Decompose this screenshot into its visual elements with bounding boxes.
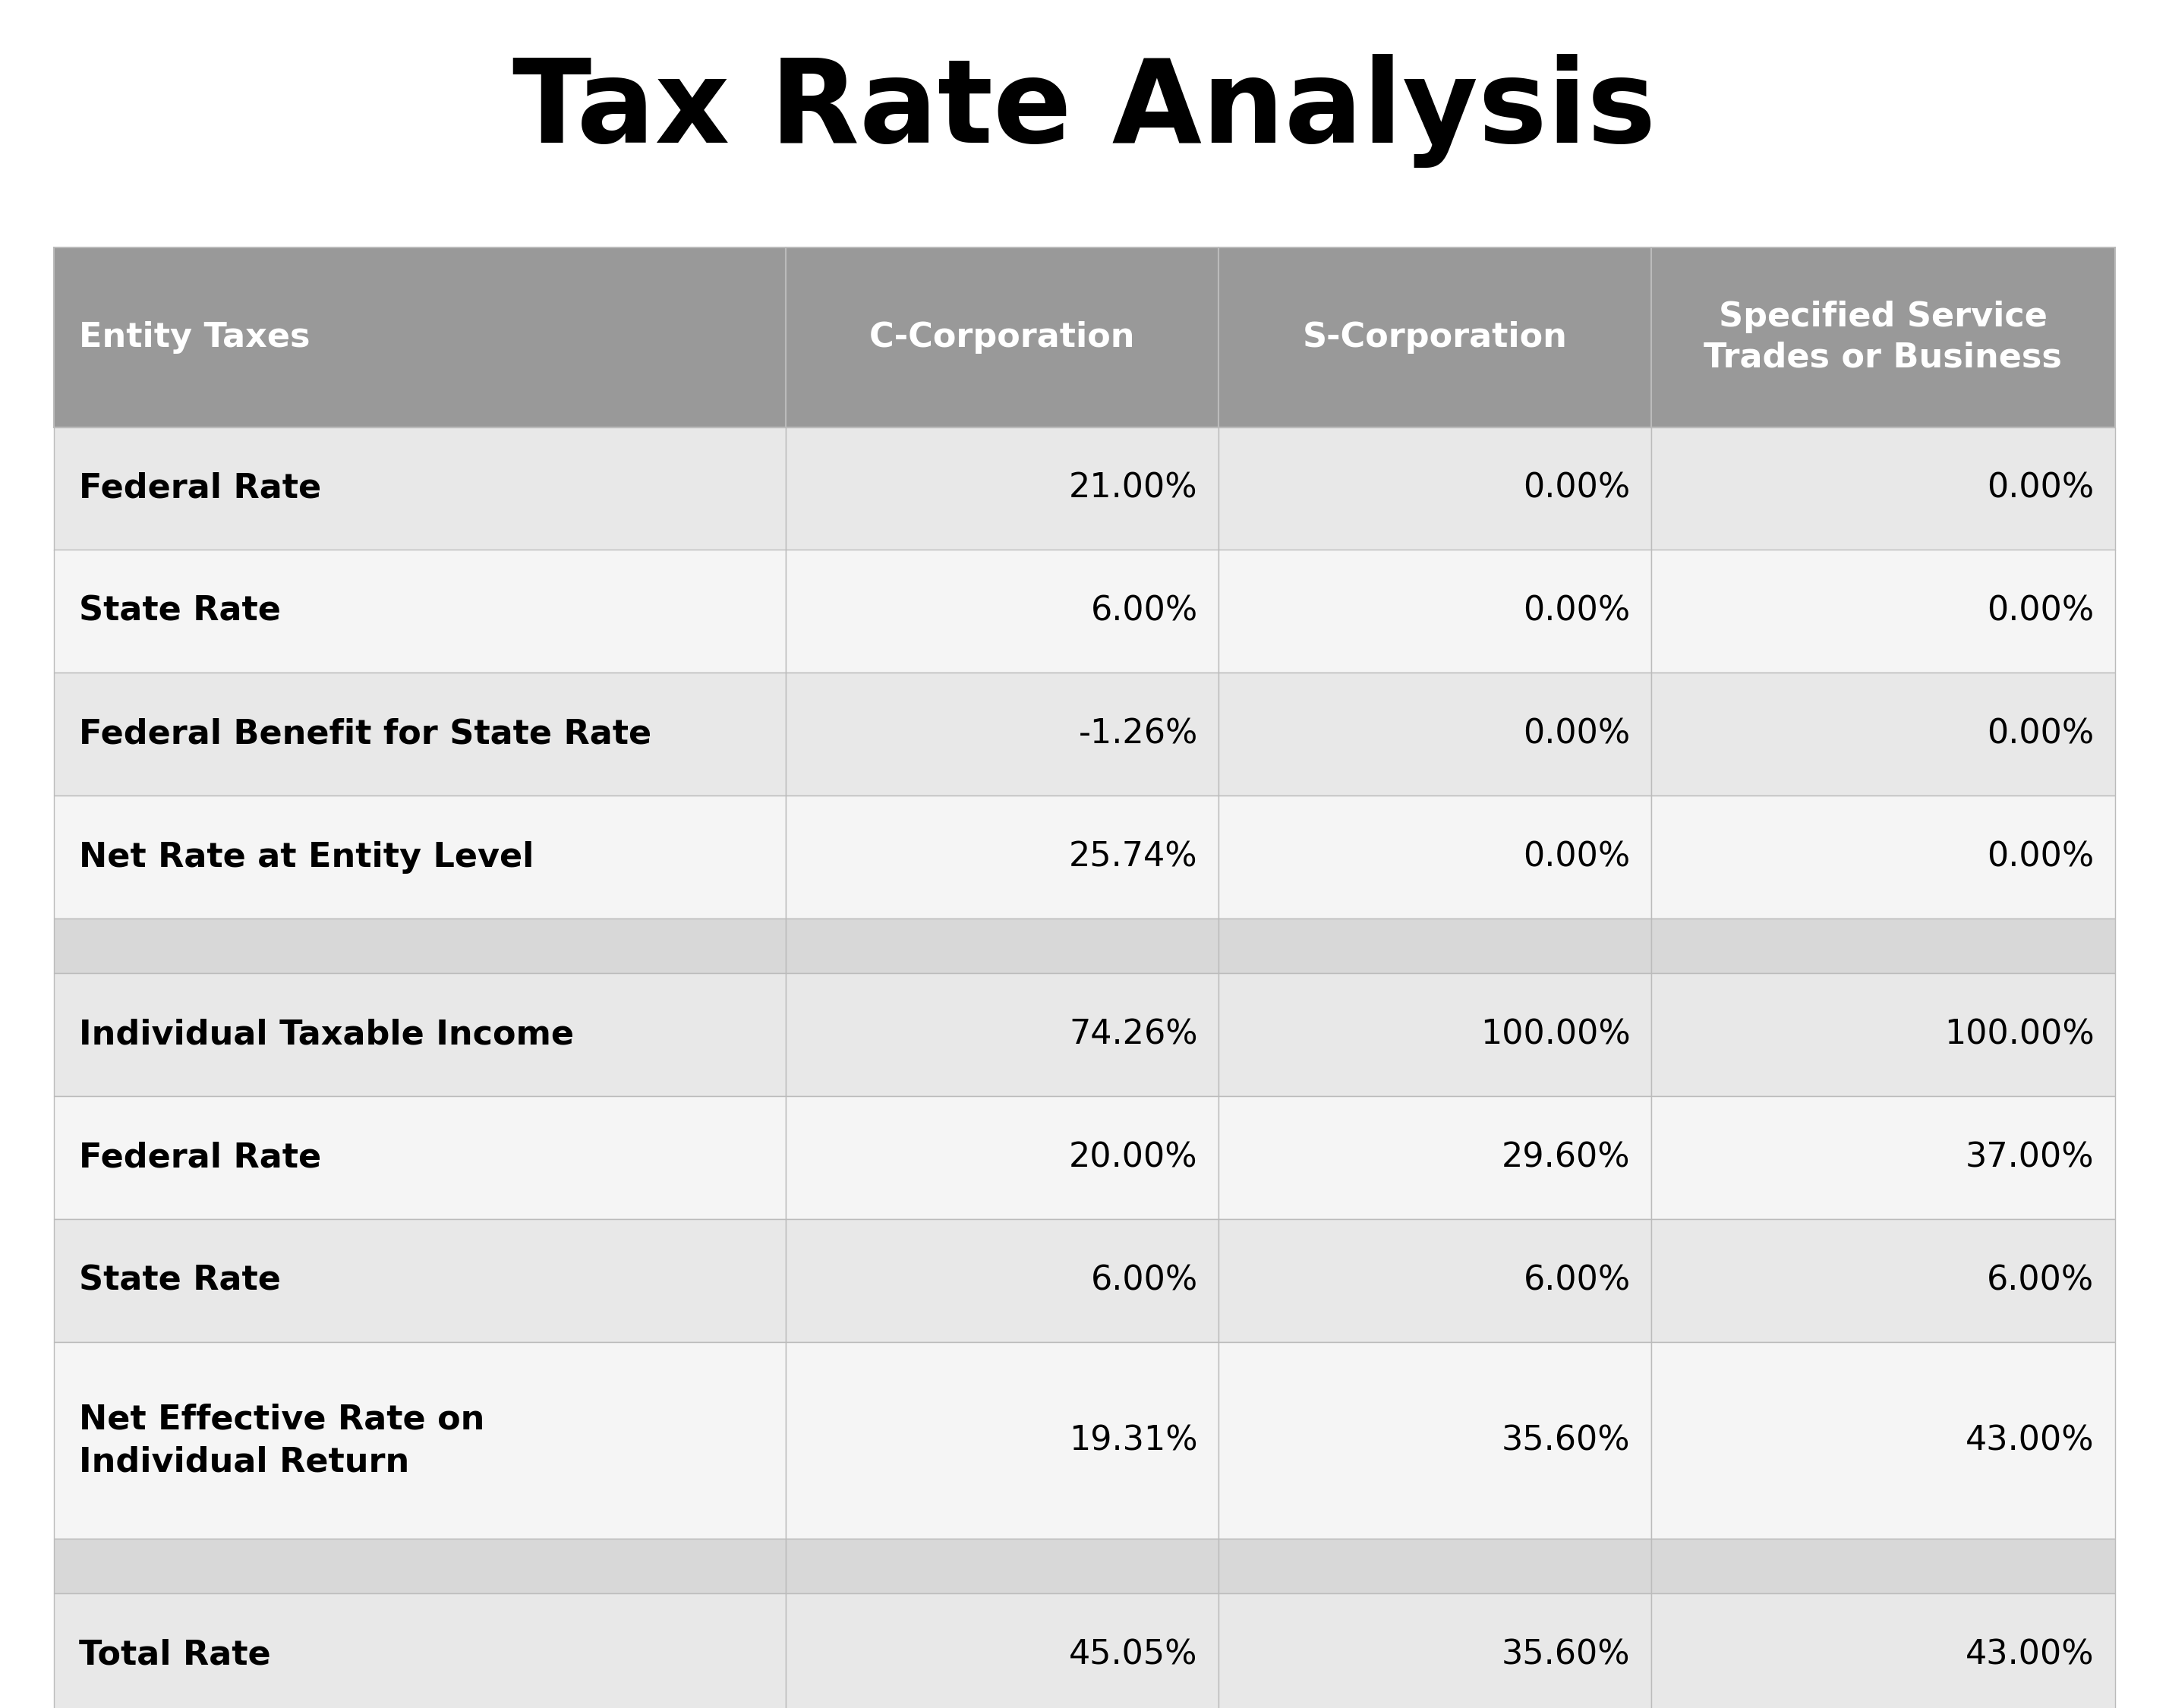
Text: Federal Rate: Federal Rate bbox=[78, 1141, 321, 1175]
Text: 0.00%: 0.00% bbox=[1987, 594, 2095, 629]
Bar bbox=[1219, 427, 1651, 550]
Text: Federal Benefit for State Rate: Federal Benefit for State Rate bbox=[78, 717, 651, 752]
Text: Specified Service
Trades or Business: Specified Service Trades or Business bbox=[1705, 301, 2063, 374]
Bar bbox=[54, 919, 785, 974]
Text: 100.00%: 100.00% bbox=[1943, 1018, 2095, 1052]
Bar bbox=[1219, 1220, 1651, 1342]
Bar bbox=[1651, 1539, 2115, 1594]
Bar bbox=[1219, 550, 1651, 673]
Bar bbox=[54, 974, 785, 1097]
Bar bbox=[54, 796, 785, 919]
Text: 21.00%: 21.00% bbox=[1069, 471, 1197, 506]
Bar bbox=[1219, 974, 1651, 1097]
Text: 43.00%: 43.00% bbox=[1965, 1424, 2095, 1457]
Text: 43.00%: 43.00% bbox=[1965, 1638, 2095, 1672]
Bar bbox=[54, 1220, 785, 1342]
Text: 100.00%: 100.00% bbox=[1481, 1018, 1631, 1052]
Text: 45.05%: 45.05% bbox=[1069, 1638, 1197, 1672]
Bar bbox=[785, 550, 1219, 673]
Bar bbox=[1651, 1097, 2115, 1220]
Text: 20.00%: 20.00% bbox=[1069, 1141, 1197, 1175]
Text: 37.00%: 37.00% bbox=[1965, 1141, 2095, 1175]
Bar bbox=[785, 1342, 1219, 1539]
Bar bbox=[54, 673, 785, 796]
Bar bbox=[54, 1342, 785, 1539]
Bar bbox=[54, 427, 785, 550]
Text: Net Effective Rate on
Individual Return: Net Effective Rate on Individual Return bbox=[78, 1402, 484, 1479]
Text: Entity Taxes: Entity Taxes bbox=[78, 321, 310, 354]
Text: State Rate: State Rate bbox=[78, 1264, 280, 1298]
Text: 0.00%: 0.00% bbox=[1523, 840, 1631, 874]
Text: 6.00%: 6.00% bbox=[1091, 1264, 1197, 1298]
Text: 6.00%: 6.00% bbox=[1091, 594, 1197, 629]
Bar bbox=[785, 1539, 1219, 1594]
Text: 35.60%: 35.60% bbox=[1501, 1424, 1631, 1457]
Bar bbox=[1651, 1220, 2115, 1342]
Bar bbox=[54, 550, 785, 673]
Bar bbox=[785, 1594, 1219, 1708]
Text: 6.00%: 6.00% bbox=[1523, 1264, 1631, 1298]
Text: 0.00%: 0.00% bbox=[1523, 717, 1631, 752]
Text: 0.00%: 0.00% bbox=[1523, 594, 1631, 629]
Bar bbox=[54, 1594, 785, 1708]
Bar bbox=[1651, 1594, 2115, 1708]
Bar bbox=[1219, 248, 1651, 427]
Text: 19.31%: 19.31% bbox=[1069, 1424, 1197, 1457]
Bar bbox=[1651, 974, 2115, 1097]
Bar bbox=[1651, 673, 2115, 796]
Text: 35.60%: 35.60% bbox=[1501, 1638, 1631, 1672]
Bar bbox=[1651, 248, 2115, 427]
Bar bbox=[1219, 796, 1651, 919]
Bar bbox=[1219, 919, 1651, 974]
Text: 0.00%: 0.00% bbox=[1987, 840, 2095, 874]
Bar bbox=[785, 673, 1219, 796]
Text: 0.00%: 0.00% bbox=[1987, 717, 2095, 752]
Bar bbox=[1219, 673, 1651, 796]
Bar bbox=[1219, 1594, 1651, 1708]
Bar bbox=[54, 1539, 785, 1594]
Text: 74.26%: 74.26% bbox=[1069, 1018, 1197, 1052]
Text: C-Corporation: C-Corporation bbox=[870, 321, 1134, 354]
Bar bbox=[785, 919, 1219, 974]
Bar bbox=[785, 427, 1219, 550]
Text: Tax Rate Analysis: Tax Rate Analysis bbox=[512, 55, 1657, 167]
Bar bbox=[785, 1220, 1219, 1342]
Text: Individual Taxable Income: Individual Taxable Income bbox=[78, 1018, 575, 1052]
Text: 0.00%: 0.00% bbox=[1523, 471, 1631, 506]
Bar bbox=[1219, 1539, 1651, 1594]
Text: 0.00%: 0.00% bbox=[1987, 471, 2095, 506]
Text: 29.60%: 29.60% bbox=[1501, 1141, 1631, 1175]
Text: -1.26%: -1.26% bbox=[1078, 717, 1197, 752]
Text: 6.00%: 6.00% bbox=[1987, 1264, 2095, 1298]
Bar bbox=[1219, 1342, 1651, 1539]
Text: Total Rate: Total Rate bbox=[78, 1638, 271, 1672]
Bar bbox=[1651, 1342, 2115, 1539]
Bar bbox=[54, 1097, 785, 1220]
Bar bbox=[785, 974, 1219, 1097]
Text: S-Corporation: S-Corporation bbox=[1301, 321, 1568, 354]
Bar bbox=[1651, 550, 2115, 673]
Bar bbox=[785, 796, 1219, 919]
Bar bbox=[1651, 427, 2115, 550]
Bar bbox=[785, 248, 1219, 427]
Text: State Rate: State Rate bbox=[78, 594, 280, 629]
Bar bbox=[1651, 919, 2115, 974]
Text: Federal Rate: Federal Rate bbox=[78, 471, 321, 506]
Text: 25.74%: 25.74% bbox=[1069, 840, 1197, 874]
Bar bbox=[785, 1097, 1219, 1220]
Text: Net Rate at Entity Level: Net Rate at Entity Level bbox=[78, 840, 534, 874]
Bar bbox=[54, 248, 785, 427]
Bar bbox=[1219, 1097, 1651, 1220]
Bar bbox=[1651, 796, 2115, 919]
